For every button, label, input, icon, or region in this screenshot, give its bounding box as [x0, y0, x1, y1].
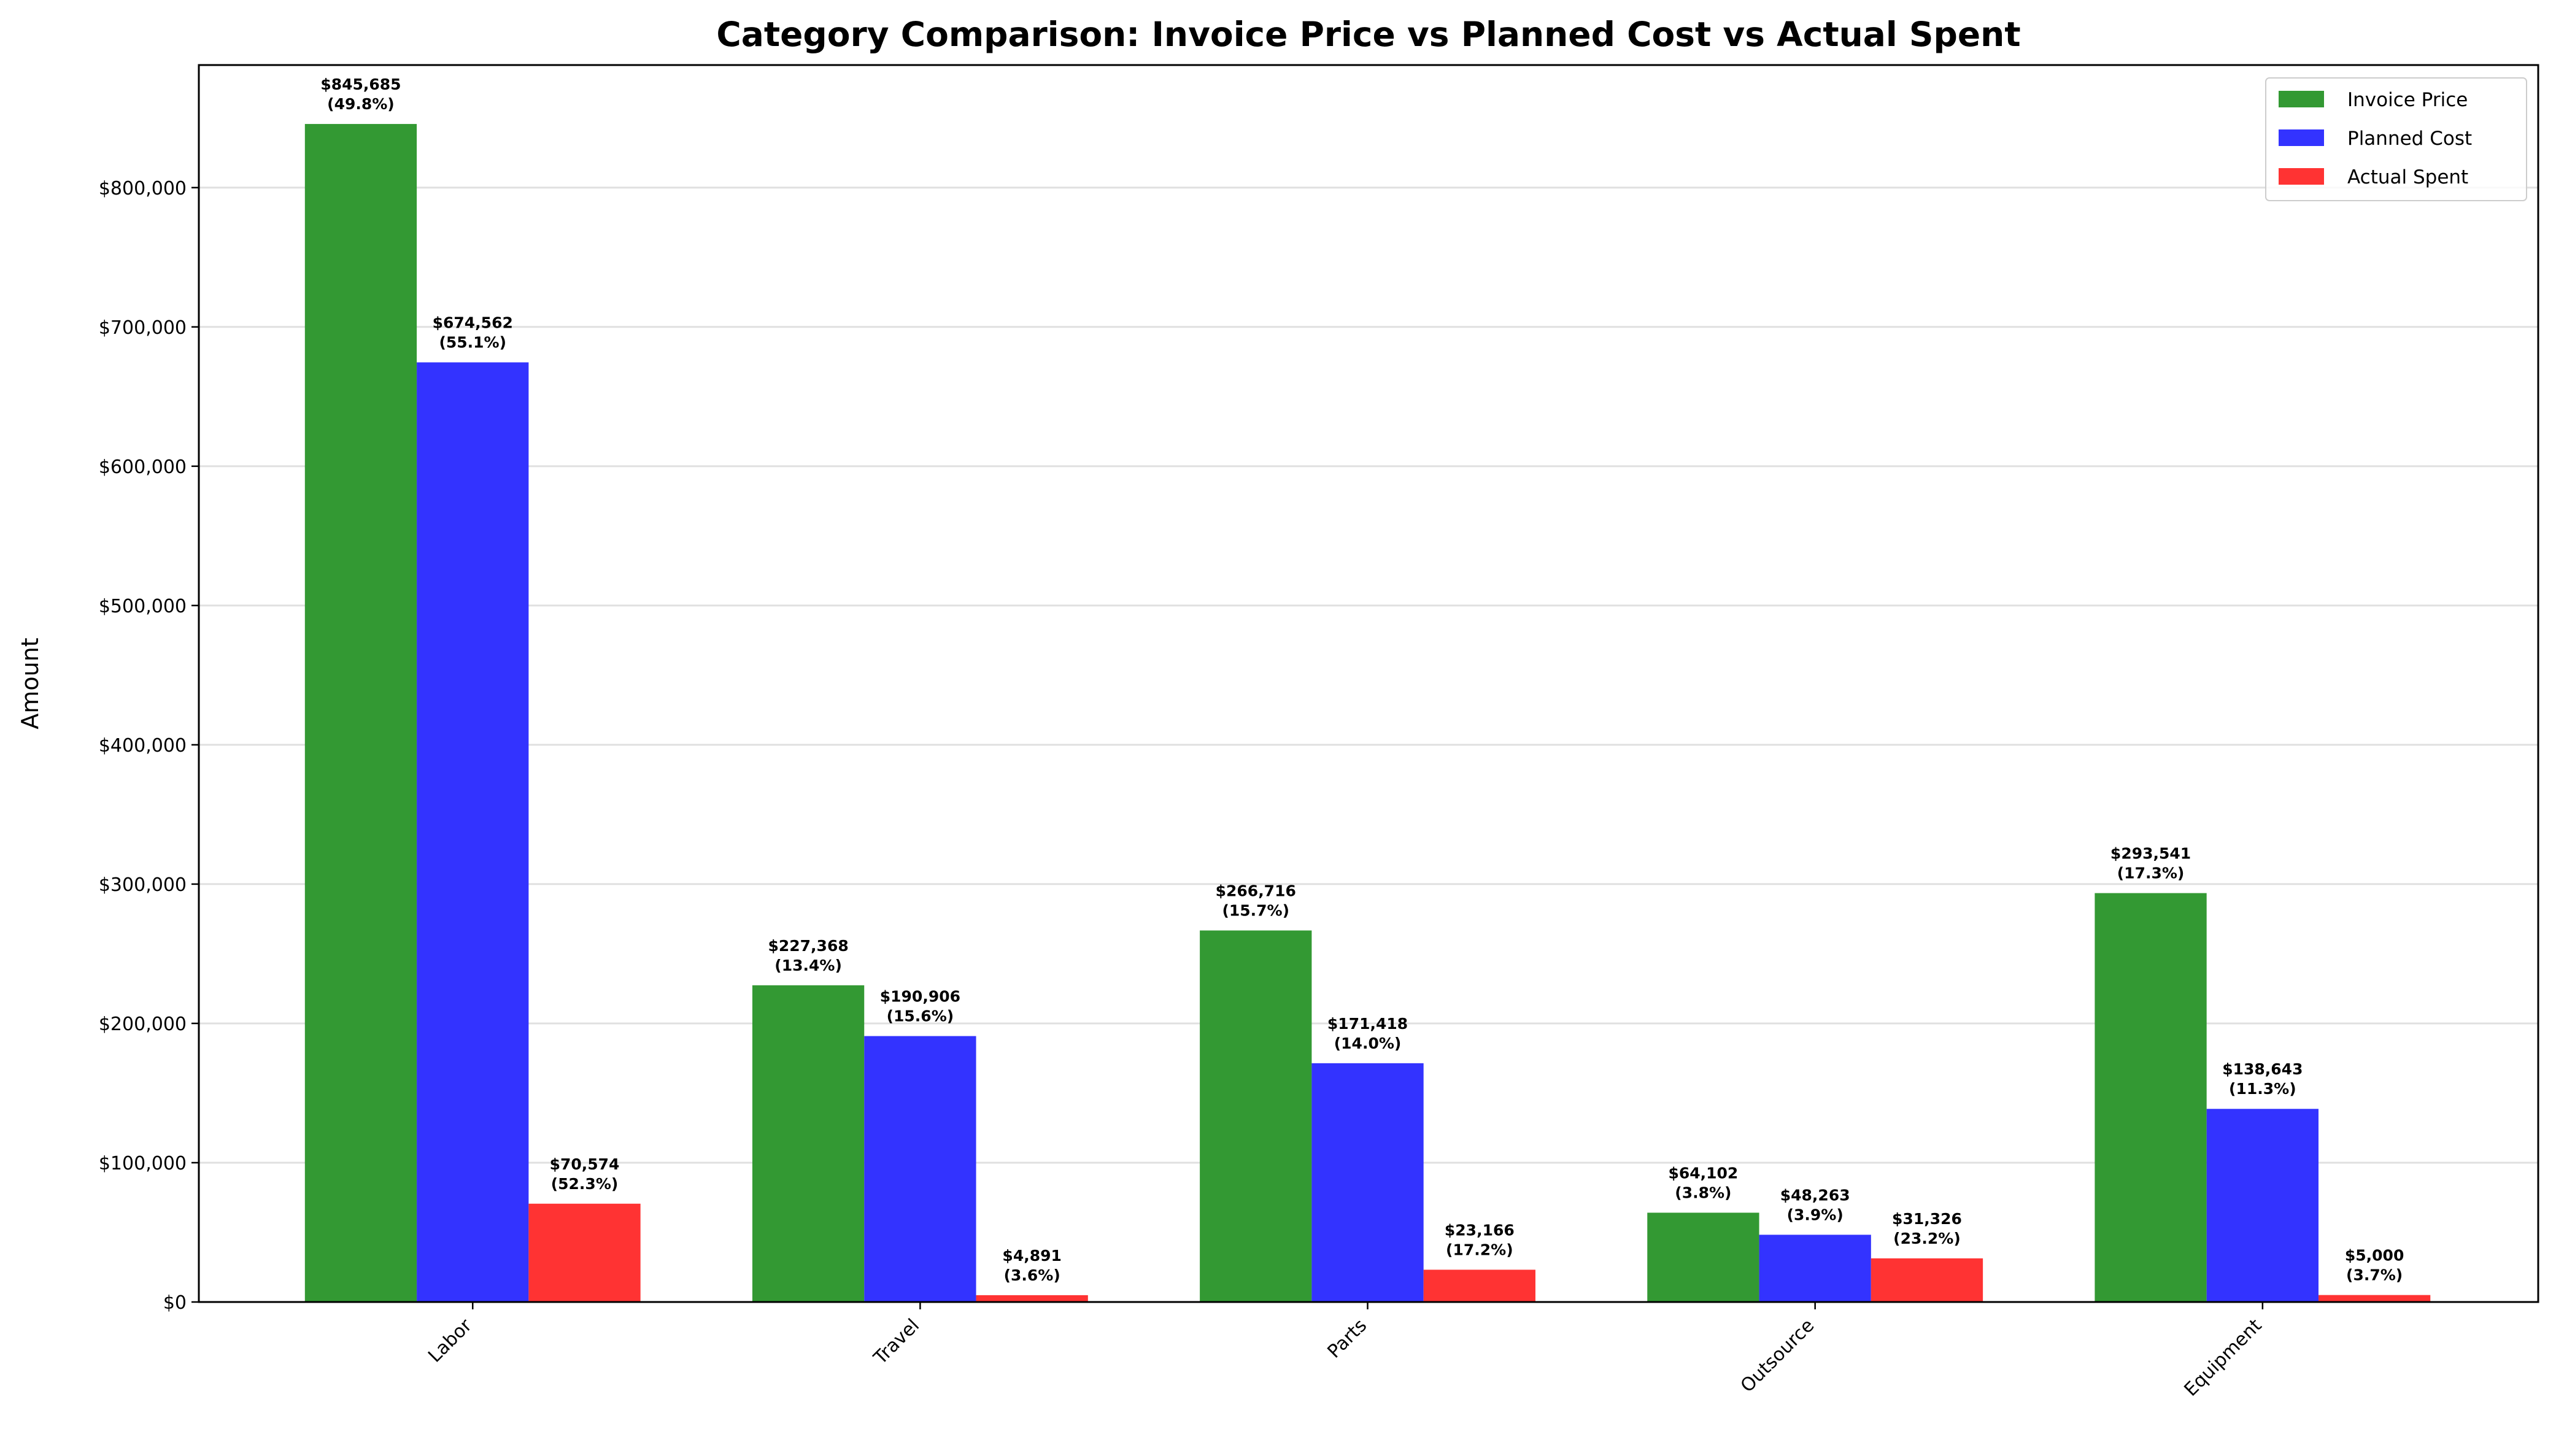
data-label-percent: (3.7%): [2346, 1266, 2403, 1284]
bar-invoice-price: [304, 124, 417, 1302]
y-tick-label: $400,000: [99, 735, 187, 757]
y-tick-label: $100,000: [99, 1153, 187, 1174]
data-label-percent: (23.2%): [1893, 1230, 1961, 1247]
data-label-value: $190,906: [880, 988, 960, 1006]
data-label-percent: (49.8%): [327, 95, 395, 113]
data-label-percent: (14.0%): [1334, 1034, 1402, 1052]
data-label-value: $4,891: [1002, 1247, 1061, 1265]
bar-actual-spent: [2318, 1295, 2431, 1302]
y-tick-label: $800,000: [99, 178, 187, 199]
y-tick-label: $300,000: [99, 874, 187, 896]
data-label-percent: (3.6%): [1004, 1266, 1060, 1284]
legend-swatch: [2279, 91, 2324, 107]
data-label-value: $48,263: [1780, 1186, 1850, 1204]
bar-invoice-price: [1647, 1212, 1759, 1302]
data-label-value: $674,562: [433, 314, 513, 332]
data-label-percent: (15.7%): [1222, 901, 1289, 919]
legend: Invoice Price Planned Cost Actual Spent: [2265, 77, 2527, 201]
y-tick-label: $200,000: [99, 1014, 187, 1035]
bar-invoice-price: [752, 985, 865, 1302]
legend-label: Actual Spent: [2347, 166, 2468, 188]
bar-planned-cost: [1311, 1063, 1424, 1302]
legend-swatch: [2279, 168, 2324, 185]
data-label-value: $293,541: [2110, 845, 2191, 863]
legend-swatch: [2279, 129, 2324, 146]
plot-frame: [198, 64, 2539, 1303]
legend-box: [2265, 77, 2527, 201]
y-tick-label: $0: [163, 1292, 187, 1314]
data-label-value: $31,326: [1892, 1210, 1962, 1228]
bar-actual-spent: [528, 1203, 641, 1302]
data-label-value: $23,166: [1445, 1221, 1515, 1239]
data-label-value: $138,643: [2222, 1060, 2303, 1078]
bar-invoice-price: [2095, 893, 2207, 1302]
data-label-value: $227,368: [768, 937, 848, 955]
data-label-value: $64,102: [1668, 1164, 1738, 1182]
bar-planned-cost: [1759, 1235, 1871, 1302]
bar-planned-cost: [417, 362, 529, 1302]
data-label-percent: (17.2%): [1446, 1241, 1513, 1258]
data-label-percent: (15.6%): [887, 1007, 954, 1025]
data-label-percent: (11.3%): [2229, 1080, 2296, 1098]
bar-planned-cost: [2206, 1109, 2319, 1302]
data-label-percent: (55.1%): [439, 334, 506, 352]
bar-invoice-price: [1200, 930, 1312, 1302]
data-label-value: $845,685: [320, 75, 401, 93]
y-tick-label: $700,000: [99, 317, 187, 339]
data-label-value: $5,000: [2345, 1247, 2404, 1265]
bar-planned-cost: [864, 1036, 976, 1302]
y-tick-label: $600,000: [99, 456, 187, 478]
legend-label: Invoice Price: [2347, 89, 2468, 111]
y-tick-label: $500,000: [99, 596, 187, 617]
data-label-percent: (3.9%): [1787, 1206, 1844, 1223]
bar-actual-spent: [1871, 1258, 1983, 1302]
data-label-value: $171,418: [1327, 1015, 1408, 1033]
data-label-percent: (13.4%): [774, 957, 842, 974]
data-label-value: $70,574: [550, 1155, 620, 1173]
data-label-percent: (17.3%): [2117, 865, 2185, 882]
data-label-percent: (3.8%): [1675, 1184, 1731, 1201]
chart-title: Category Comparison: Invoice Price vs Pl…: [716, 15, 2020, 54]
legend-label: Planned Cost: [2347, 128, 2472, 150]
data-label-value: $266,716: [1216, 882, 1296, 899]
data-label-percent: (52.3%): [551, 1175, 619, 1193]
bar-actual-spent: [976, 1295, 1088, 1302]
bar-actual-spent: [1423, 1269, 1535, 1302]
y-axis-label: Amount: [17, 637, 44, 729]
